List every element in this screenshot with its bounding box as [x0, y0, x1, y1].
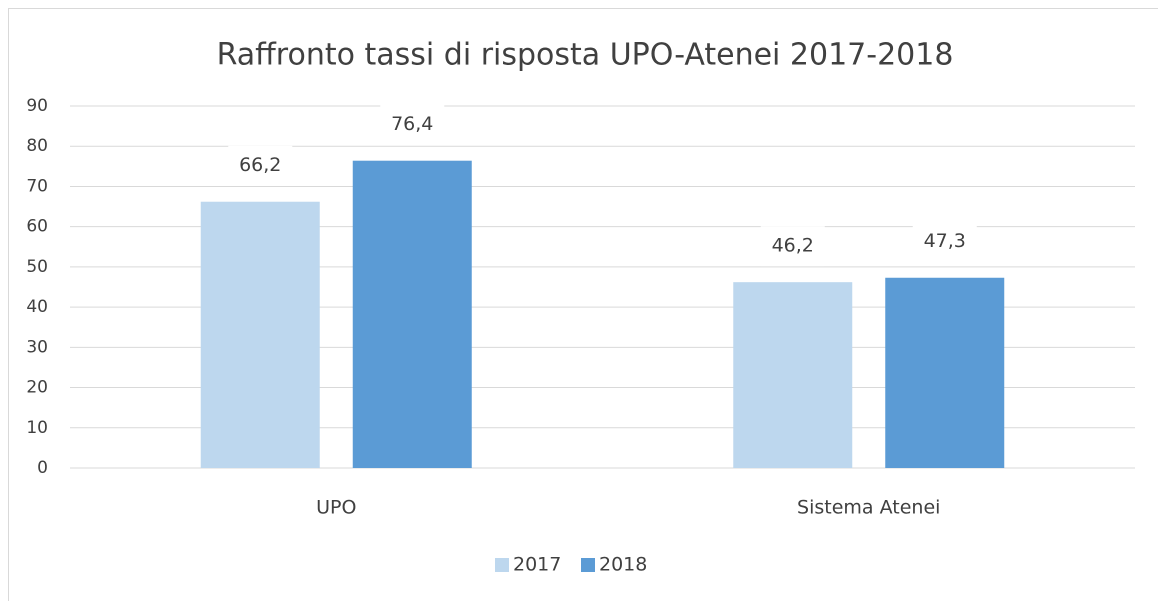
bar — [200, 201, 320, 468]
legend-label: 2017 — [513, 554, 561, 576]
bar — [885, 277, 1005, 468]
legend-label: 2018 — [599, 554, 647, 576]
chart-title: Raffronto tassi di risposta UPO-Atenei 2… — [217, 38, 954, 73]
y-tick-label: 0 — [37, 458, 48, 478]
data-label: 76,4 — [391, 113, 433, 135]
legend-swatch — [495, 558, 509, 572]
bar — [733, 282, 853, 468]
y-tick-label: 80 — [26, 136, 48, 156]
data-label-bg — [760, 226, 825, 267]
y-tick-label: 30 — [26, 337, 48, 357]
y-tick-label: 50 — [26, 257, 48, 277]
data-label: 47,3 — [924, 230, 966, 252]
bar — [352, 160, 472, 469]
y-tick-label: 60 — [26, 217, 48, 237]
y-tick-label: 40 — [26, 297, 48, 317]
legend-swatch — [581, 558, 595, 572]
y-tick-label: 20 — [26, 378, 48, 398]
data-label-bg — [380, 104, 445, 145]
y-tick-label: 10 — [26, 418, 48, 438]
data-label-bg — [912, 221, 977, 262]
data-label: 66,2 — [239, 154, 281, 176]
x-tick-label: UPO — [316, 497, 356, 519]
data-label: 46,2 — [772, 235, 814, 257]
y-tick-label: 70 — [26, 176, 48, 196]
data-label-bg — [228, 145, 293, 186]
x-tick-label: Sistema Atenei — [797, 497, 940, 519]
y-tick-label: 90 — [26, 96, 48, 116]
